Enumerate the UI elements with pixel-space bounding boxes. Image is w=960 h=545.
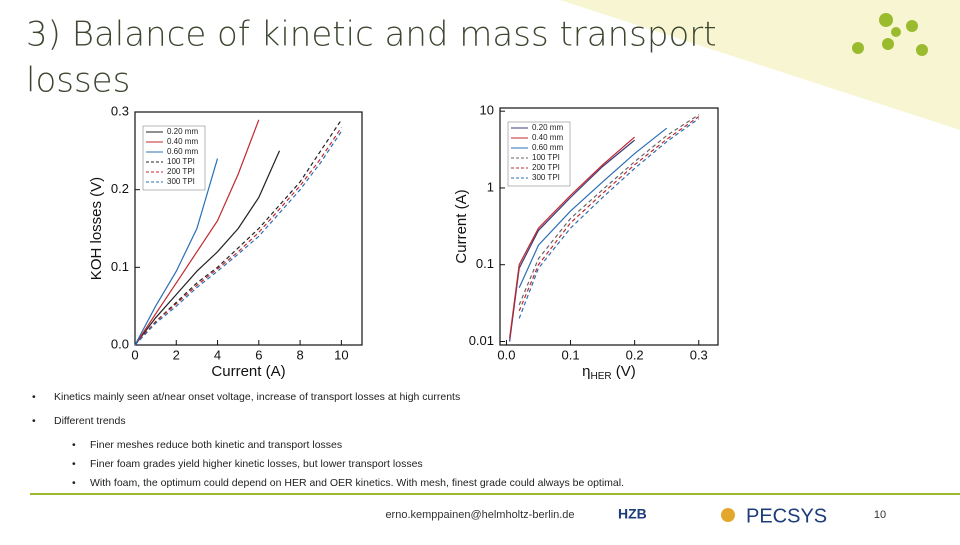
series-line <box>509 136 635 339</box>
corner-shape <box>560 0 960 130</box>
y-tick-label: 0.2 <box>111 181 129 196</box>
legend-label: 200 TPI <box>532 163 560 172</box>
logo: PECSYS <box>746 505 827 527</box>
x-axis-label-part: HER <box>591 371 612 382</box>
plot-frame <box>499 107 719 346</box>
title-line: 3) Balance of kinetic and mass transport <box>26 15 717 55</box>
x-axis-label-part: (V) <box>612 363 636 380</box>
x-tick-label: 6 <box>255 347 262 362</box>
sub-bullet: Finer meshes reduce both kinetic and tra… <box>90 439 342 451</box>
bullet-dot: • <box>72 477 76 489</box>
y-tick-label: 0.1 <box>476 256 494 271</box>
y-tick-label: 1 <box>487 179 494 194</box>
bullet-dot: • <box>32 391 36 403</box>
y-axis-label: Current (A) <box>453 189 470 263</box>
y-tick-label: 0.0 <box>111 336 129 351</box>
bullet-dot: • <box>32 415 36 427</box>
sub-bullet: Finer foam grades yield higher kinetic l… <box>90 458 423 470</box>
y-tick-label: 0.01 <box>469 333 494 348</box>
series-line <box>134 119 260 346</box>
legend-label: 0.40 mm <box>167 137 198 146</box>
x-tick-label: 2 <box>173 347 180 362</box>
series-line <box>134 119 342 346</box>
page-number: 10 <box>874 509 886 521</box>
series-line <box>134 150 281 346</box>
x-tick-label: 0.3 <box>690 347 708 362</box>
y-tick-label: 0.1 <box>111 259 129 274</box>
x-axis-label: ηHER (V) <box>582 363 636 382</box>
x-tick-label: 10 <box>334 347 348 362</box>
bullet: Different trends <box>54 415 126 427</box>
decor-dots <box>852 13 928 56</box>
email: erno.kemppainen@helmholtz-berlin.de <box>385 509 574 521</box>
x-tick-label: 8 <box>296 347 303 362</box>
legend-label: 100 TPI <box>167 157 195 166</box>
series-line <box>518 116 700 312</box>
logo: HZB <box>618 506 647 522</box>
series-line <box>518 118 700 319</box>
legend-label: 0.60 mm <box>532 143 563 152</box>
bullet-dot: • <box>72 458 76 470</box>
legend-label: 300 TPI <box>532 173 560 182</box>
legend-label: 100 TPI <box>532 153 560 162</box>
x-tick-label: 4 <box>214 347 221 362</box>
sub-bullet: With foam, the optimum could depend on H… <box>90 477 624 489</box>
legend-label: 200 TPI <box>167 167 195 176</box>
title-line: losses <box>26 61 130 101</box>
series-line <box>134 131 342 346</box>
logo-icon <box>721 508 735 522</box>
legend-label: 0.40 mm <box>532 133 563 142</box>
series-line <box>518 114 700 306</box>
series-line <box>134 127 342 346</box>
series-line <box>134 158 219 346</box>
x-axis-label: Current (A) <box>211 363 285 380</box>
x-axis-label-part: Current (A) <box>211 363 285 380</box>
x-tick-label: 0.0 <box>497 347 515 362</box>
y-tick-label: 10 <box>480 103 494 118</box>
plot-area <box>134 119 342 346</box>
bullet-dot: • <box>72 439 76 451</box>
legend-label: 0.20 mm <box>532 123 563 132</box>
legend-label: 0.20 mm <box>167 127 198 136</box>
legend-label: 300 TPI <box>167 177 195 186</box>
x-tick-label: 0.1 <box>561 347 579 362</box>
y-tick-label: 0.3 <box>111 103 129 118</box>
y-axis-label: KOH losses (V) <box>88 177 105 280</box>
plot-frame <box>134 111 363 346</box>
x-axis-label-part: η <box>582 363 590 380</box>
legend-box <box>507 121 571 187</box>
x-tick-label: 0 <box>131 347 138 362</box>
bullet: Kinetics mainly seen at/near onset volta… <box>54 391 460 403</box>
legend-label: 0.60 mm <box>167 147 198 156</box>
legend-box <box>142 125 206 191</box>
series-line <box>518 127 668 289</box>
plot-area <box>509 114 700 342</box>
x-tick-label: 0.2 <box>626 347 644 362</box>
